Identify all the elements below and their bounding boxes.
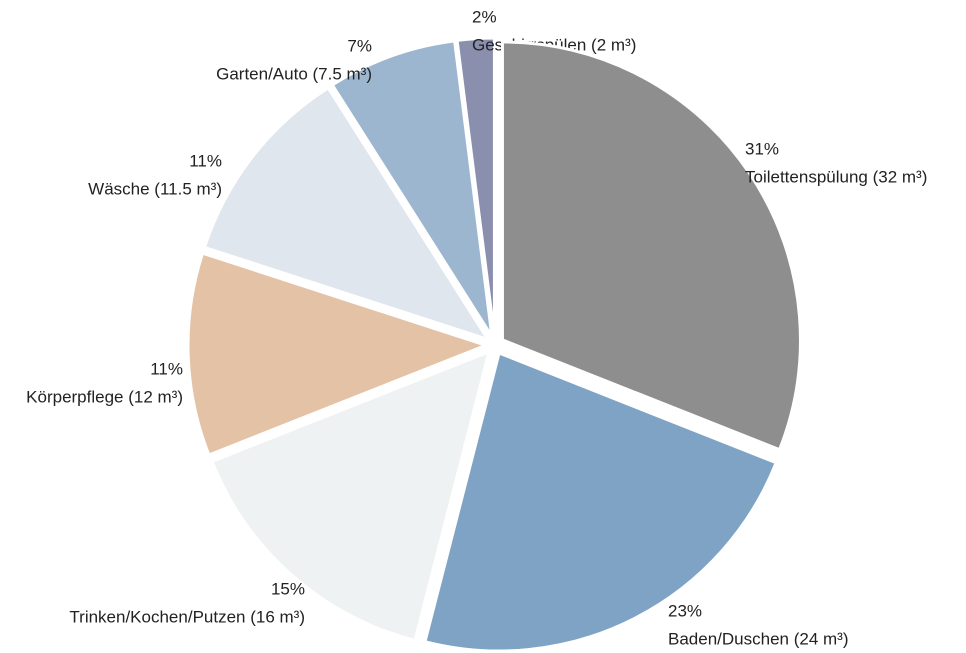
value-label: 2% bbox=[472, 7, 497, 26]
slice-label: Garten/Auto (7.5 m³) bbox=[216, 64, 372, 83]
chart: 2%Geschirrspülen (2 m³)31%Toilettenspülu… bbox=[0, 0, 966, 653]
value-label: 31% bbox=[745, 139, 779, 158]
value-label: 11% bbox=[189, 151, 222, 170]
slice-label: Baden/Duschen (24 m³) bbox=[668, 629, 848, 648]
slice-label: Toilettenspülung (32 m³) bbox=[745, 167, 927, 186]
value-label: 23% bbox=[668, 601, 702, 620]
slice-label: Wäsche (11.5 m³) bbox=[88, 179, 222, 198]
value-label: 7% bbox=[347, 36, 372, 55]
slice-label: Körperpflege (12 m³) bbox=[26, 387, 183, 406]
slice-label: Trinken/Kochen/Putzen (16 m³) bbox=[69, 607, 305, 626]
value-label: 15% bbox=[271, 579, 305, 598]
value-label: 11% bbox=[150, 359, 183, 378]
